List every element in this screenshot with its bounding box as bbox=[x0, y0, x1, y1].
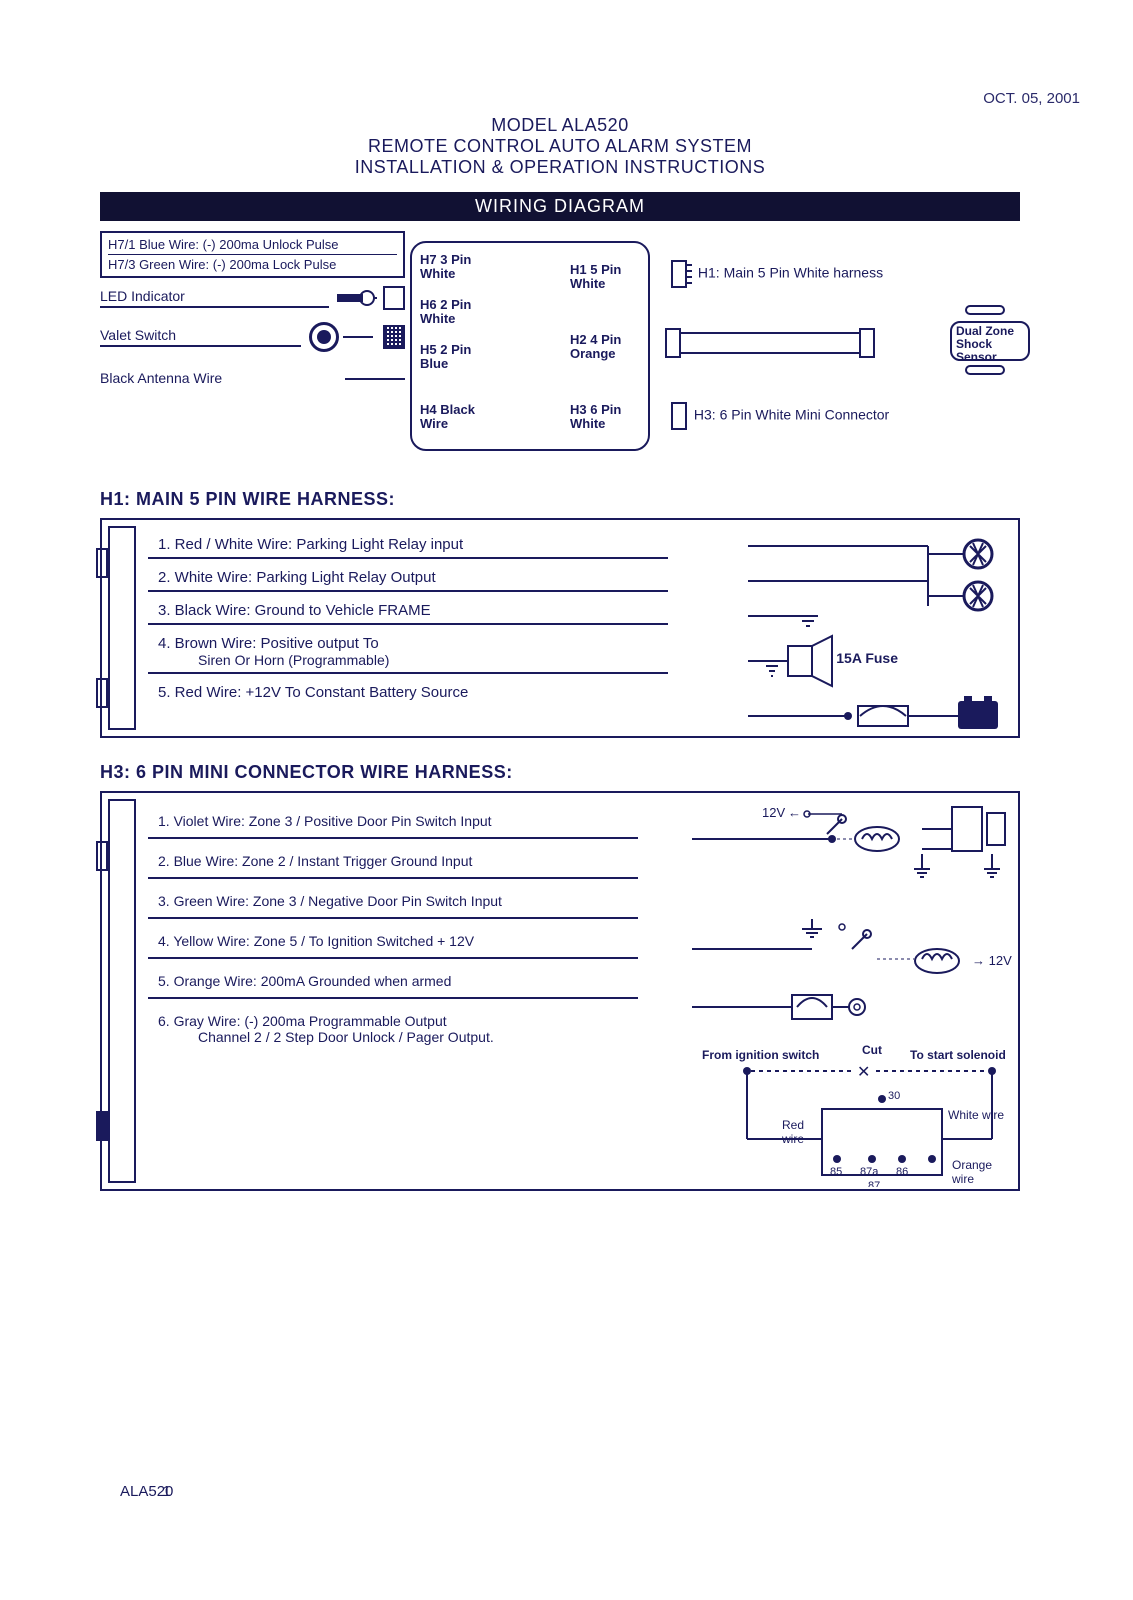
pin-h5: H5 2 Pin Blue bbox=[420, 343, 480, 372]
h3-side-art: 12V ← bbox=[692, 799, 1012, 1183]
title-3: INSTALLATION & OPERATION INSTRUCTIONS bbox=[100, 157, 1020, 178]
h3-right-label: H3: 6 Pin White Mini Connector bbox=[694, 407, 889, 423]
h7-green: H7/3 Green Wire: (-) 200ma Lock Pulse bbox=[108, 254, 397, 272]
svg-text:87: 87 bbox=[868, 1180, 880, 1187]
pin-h3: H3 6 Pin White bbox=[570, 403, 640, 432]
pin-h4: H4 Black Wire bbox=[420, 403, 490, 432]
valet-label: Valet Switch bbox=[100, 327, 301, 347]
shock-cap-bottom-icon bbox=[965, 365, 1005, 375]
svg-text:White wire: White wire bbox=[948, 1108, 1004, 1122]
shock-cap-top-icon bbox=[965, 305, 1005, 315]
svg-text:wire: wire bbox=[781, 1132, 804, 1146]
h1-title: H1: MAIN 5 PIN WIRE HARNESS: bbox=[100, 489, 1020, 510]
h3-lines: 1. Violet Wire: Zone 3 / Positive Door P… bbox=[148, 799, 638, 1053]
svg-text:85: 85 bbox=[830, 1166, 842, 1178]
led-label: LED Indicator bbox=[100, 288, 329, 308]
h3-line-5: 5. Orange Wire: 200mA Grounded when arme… bbox=[148, 959, 638, 999]
svg-text:wire: wire bbox=[951, 1172, 974, 1186]
svg-text:✕: ✕ bbox=[857, 1064, 870, 1081]
h3-connector-icon bbox=[670, 401, 690, 431]
led-icon bbox=[337, 287, 377, 309]
antenna-wire-icon bbox=[345, 378, 405, 380]
shock-sensor-box: Dual Zone Shock Sensor bbox=[950, 321, 1030, 361]
svg-text:From ignition switch: From ignition switch bbox=[702, 1048, 819, 1062]
h3-title: H3: 6 PIN MINI CONNECTOR WIRE HARNESS: bbox=[100, 762, 1020, 783]
wiring-left-column: H7/1 Blue Wire: (-) 200ma Unlock Pulse H… bbox=[100, 231, 405, 400]
footer-page: 1 bbox=[163, 1483, 171, 1500]
h1-side-art bbox=[748, 526, 1008, 730]
h3-line-6-sub: Channel 2 / 2 Step Door Unlock / Pager O… bbox=[158, 1029, 632, 1045]
h3-harness-box: 1. Violet Wire: Zone 3 / Positive Door P… bbox=[100, 791, 1020, 1191]
h3-line-4: 4. Yellow Wire: Zone 5 / To Ignition Swi… bbox=[148, 919, 638, 959]
pin-h1: H1 5 Pin White bbox=[570, 263, 640, 292]
main-unit: H7 3 Pin White H6 2 Pin White H5 2 Pin B… bbox=[410, 241, 650, 451]
h2-cable-icon bbox=[660, 323, 920, 363]
pin-h6: H6 2 Pin White bbox=[420, 298, 480, 327]
h1-line-4: 4. Brown Wire: Positive output To Siren … bbox=[148, 625, 668, 674]
svg-text:86: 86 bbox=[896, 1166, 908, 1178]
h1-line-1: 1. Red / White Wire: Parking Light Relay… bbox=[148, 526, 668, 559]
svg-text:←: ← bbox=[788, 805, 801, 820]
led-connector-icon bbox=[383, 286, 405, 310]
svg-text:Red: Red bbox=[782, 1118, 804, 1132]
wiring-diagram: H7/1 Blue Wire: (-) 200ma Unlock Pulse H… bbox=[100, 231, 1020, 471]
h1-right-label: H1: Main 5 Pin White harness bbox=[698, 265, 883, 281]
h3-line-6: 6. Gray Wire: (-) 200ma Programmable Out… bbox=[148, 999, 638, 1053]
page-content: OCT. 05, 2001 MODEL ALA520 REMOTE CONTRO… bbox=[100, 90, 1020, 1215]
title-block: MODEL ALA520 REMOTE CONTROL AUTO ALARM S… bbox=[100, 115, 1020, 178]
h1-line-2: 2. White Wire: Parking Light Relay Outpu… bbox=[148, 559, 668, 592]
h3-line-1: 1. Violet Wire: Zone 3 / Positive Door P… bbox=[148, 799, 638, 839]
h1-side-svg bbox=[748, 526, 1008, 734]
date-label: OCT. 05, 2001 bbox=[100, 90, 1080, 107]
pin-h7: H7 3 Pin White bbox=[420, 253, 480, 282]
svg-text:87a: 87a bbox=[860, 1166, 879, 1178]
h3-line-3: 3. Green Wire: Zone 3 / Negative Door Pi… bbox=[148, 879, 638, 919]
svg-text:→ 12V: → 12V bbox=[972, 953, 1012, 968]
valet-wire-icon bbox=[343, 336, 373, 338]
svg-text:Cut: Cut bbox=[862, 1043, 882, 1057]
svg-text:To start solenoid: To start solenoid bbox=[910, 1048, 1006, 1062]
valet-icon bbox=[309, 322, 339, 352]
valet-connector-icon bbox=[383, 325, 405, 349]
h1-lines: 1. Red / White Wire: Parking Light Relay… bbox=[148, 526, 668, 705]
h1-line-3: 3. Black Wire: Ground to Vehicle FRAME bbox=[148, 592, 668, 625]
h3-connector-block bbox=[108, 799, 136, 1183]
antenna-label: Black Antenna Wire bbox=[100, 370, 337, 388]
svg-text:12V: 12V bbox=[762, 805, 785, 820]
h1-connector-icon bbox=[670, 259, 694, 289]
footer: ALA520 1 bbox=[120, 1483, 1000, 1500]
section-bar: WIRING DIAGRAM bbox=[100, 192, 1020, 221]
h1-harness-box: 1. Red / White Wire: Parking Light Relay… bbox=[100, 518, 1020, 738]
h3-side-svg: 12V ← bbox=[692, 799, 1012, 1187]
h7-blue: H7/1 Blue Wire: (-) 200ma Unlock Pulse bbox=[108, 237, 397, 252]
pin-h2: H2 4 Pin Orange bbox=[570, 333, 640, 362]
h3-line-2: 2. Blue Wire: Zone 2 / Instant Trigger G… bbox=[148, 839, 638, 879]
h1-line-4-text: 4. Brown Wire: Positive output To bbox=[158, 635, 379, 652]
h3-line-6-text: 6. Gray Wire: (-) 200ma Programmable Out… bbox=[158, 1013, 447, 1029]
title-1: MODEL ALA520 bbox=[100, 115, 1020, 136]
fuse-label: 15A Fuse bbox=[836, 650, 898, 666]
svg-text:Orange: Orange bbox=[952, 1158, 992, 1172]
h1-line-5: 5. Red Wire: +12V To Constant Battery So… bbox=[148, 674, 668, 705]
svg-text:30: 30 bbox=[888, 1090, 900, 1102]
title-2: REMOTE CONTROL AUTO ALARM SYSTEM bbox=[100, 136, 1020, 157]
h1-connector-block bbox=[108, 526, 136, 730]
h1-line-4-sub: Siren Or Horn (Programmable) bbox=[158, 652, 662, 668]
